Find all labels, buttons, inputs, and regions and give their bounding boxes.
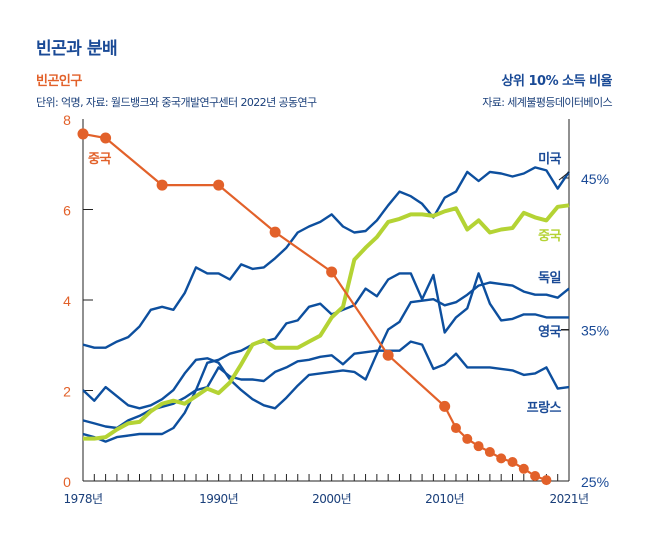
x-tick-label: 1990년 [199, 492, 238, 506]
poverty-data-point [326, 266, 338, 278]
poverty-data-point [462, 433, 473, 444]
right-tick-label: 35% [581, 323, 609, 339]
right-tick-label: 45% [581, 171, 609, 187]
left-axis-title: 빈곤인구 [36, 74, 82, 89]
label-germany: 독일 [538, 271, 561, 286]
label-china-poverty: 중국 [88, 152, 111, 167]
series-line-uk [82, 272, 569, 443]
poverty-data-point [473, 441, 484, 452]
left-axis-source: 단위: 억명, 자료: 월드뱅크와 중국개발연구센터 2022년 공동연구 [36, 96, 317, 109]
poverty-data-point [518, 463, 529, 474]
x-tick-label: 2010년 [425, 492, 464, 506]
poverty-data-point [450, 423, 461, 434]
x-tick-label: 2021년 [549, 492, 588, 506]
poverty-data-point [77, 128, 89, 140]
left-tick-label: 8 [63, 112, 71, 128]
x-tick-label: 2000년 [312, 492, 351, 506]
chart-title: 빈곤과 분배 [36, 39, 118, 59]
right-axis-title: 상위 10% 소득 비율 [501, 74, 613, 89]
label-us: 미국 [538, 151, 561, 167]
series-line-us [82, 166, 570, 349]
left-tick-label: 2 [63, 384, 71, 400]
left-tick-label: 0 [63, 474, 71, 490]
label-china-top10: 중국 [538, 229, 561, 244]
poverty-data-point [496, 453, 507, 464]
right-tick-label: 25% [581, 474, 609, 490]
poverty-data-point [484, 447, 495, 458]
poverty-data-point [530, 471, 541, 482]
x-tick-label: 1978년 [63, 492, 102, 506]
right-axis-source: 자료: 세계불평등데이터베이스 [482, 96, 612, 109]
series-line-china-poverty [82, 132, 547, 482]
poverty-data-point [507, 456, 518, 467]
poverty-data-point [213, 179, 225, 191]
us-label-leader [558, 171, 570, 181]
poverty-data-point [541, 475, 552, 486]
series-line-france [82, 340, 570, 430]
left-tick-label: 4 [63, 293, 71, 309]
series-line-germany [82, 281, 570, 410]
label-france: 프랑스 [527, 401, 562, 416]
series-line-china-top10 [83, 203, 570, 441]
poverty-data-point [439, 400, 451, 412]
poverty-data-point [100, 132, 112, 144]
poverty-data-point [156, 179, 168, 191]
poverty-data-point [269, 226, 281, 238]
label-uk: 영국 [538, 325, 561, 340]
left-tick-label: 6 [63, 203, 71, 219]
poverty-data-point [382, 349, 394, 361]
